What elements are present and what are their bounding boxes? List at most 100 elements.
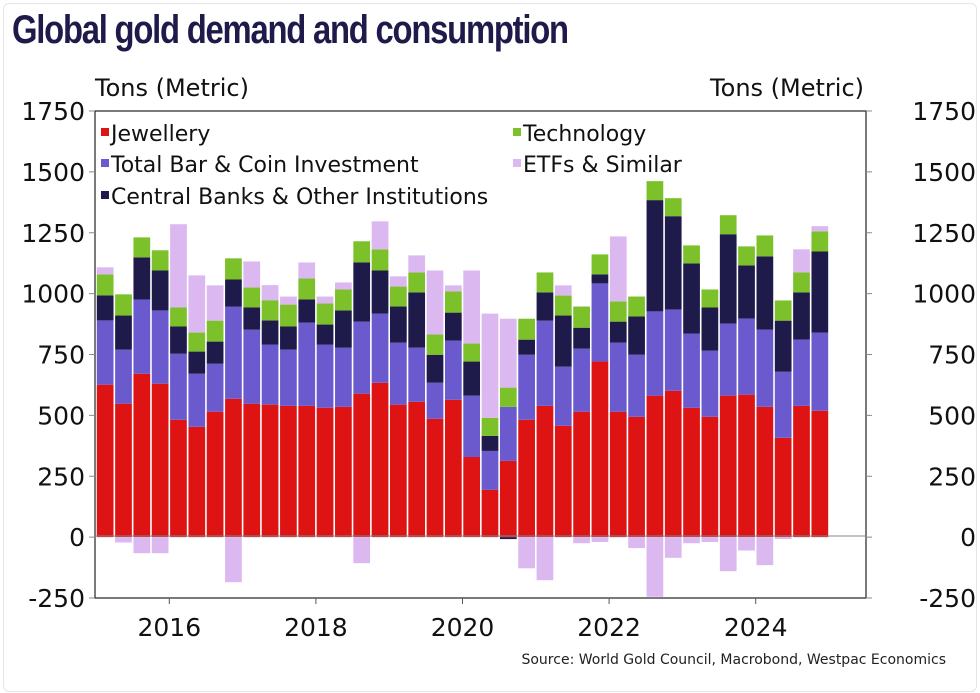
bar-segment-jewellery-2021Q1 [536,405,554,538]
bar-segment-central-banks-other-institutions-2019Q4 [444,312,462,341]
legend-swatch [101,159,109,167]
bar-segment-jewellery-2023Q1 [683,407,700,538]
bar-segment-etfs-similar-2023Q2 [701,537,719,542]
bar-segment-etfs-similar-2021Q4 [591,537,609,542]
bar-segment-technology-2020Q4 [518,318,535,340]
bar-segment-technology-2015Q1 [96,274,114,296]
legend-swatch [513,128,521,136]
bar-segment-central-banks-other-institutions-2018Q3 [353,262,371,322]
bar-segment-total-bar-coin-investment-2023Q3 [719,323,737,396]
bar-segment-central-banks-other-institutions-2015Q2 [115,315,132,350]
bar-segment-total-bar-coin-investment-2022Q2 [628,354,645,417]
bar-segment-jewellery-2017Q1 [243,403,261,538]
bar-segment-jewellery-2022Q2 [628,416,645,538]
bar-segment-etfs-similar-2017Q4 [298,262,316,279]
legend-item-total-bar-coin-investment: Total Bar & Coin Investment [101,153,419,178]
bar-segment-total-bar-coin-investment-2018Q3 [353,321,371,394]
bar-segment-technology-2016Q3 [206,320,224,342]
bar-segment-jewellery-2024Q4 [811,410,829,538]
bar-segment-jewellery-2023Q2 [701,416,719,538]
bar-segment-jewellery-2019Q2 [408,401,426,538]
bar-segment-etfs-similar-2016Q1 [170,224,187,308]
bar-segment-technology-2022Q1 [609,301,627,322]
bar-segment-technology-2017Q2 [261,300,279,321]
bar-segment-total-bar-coin-investment-2021Q1 [536,320,554,406]
bar-segment-etfs-similar-2024Q3 [793,249,810,273]
bar-segment-jewellery-2015Q4 [151,383,169,538]
bar-segment-total-bar-coin-investment-2020Q1 [463,395,481,458]
bar-segment-central-banks-other-institutions-2018Q2 [335,310,352,348]
bar-segment-central-banks-other-institutions-2022Q1 [609,321,627,343]
bar-segment-technology-2018Q3 [353,241,371,263]
bar-segment-central-banks-other-institutions-2023Q1 [683,263,700,334]
bar-segment-technology-2024Q1 [756,235,774,257]
legend-item-central-banks-other-institutions: Central Banks & Other Institutions [101,185,488,210]
bar-segment-central-banks-other-institutions-2015Q1 [96,295,114,321]
bar-segment-central-banks-other-institutions-2017Q2 [261,320,279,345]
legend-swatch [101,191,109,199]
bar-segment-central-banks-other-institutions-2021Q2 [554,315,572,367]
legend-label: Technology [522,122,646,147]
bar-segment-central-banks-other-institutions-2019Q1 [390,306,407,343]
y-tick-label-right: 500 [928,401,976,430]
x-tick-label: 2022 [577,613,641,642]
y-tick-label-right: 1250 [912,219,976,248]
bar-segment-total-bar-coin-investment-2021Q4 [591,283,609,362]
bar-segment-technology-2016Q4 [225,258,242,280]
bar-segment-etfs-similar-2022Q4 [664,537,682,558]
bar-segment-jewellery-2017Q3 [280,405,297,538]
bar-segment-jewellery-2018Q1 [316,407,334,538]
legend-swatch [513,159,521,167]
bar-segment-etfs-similar-2022Q2 [628,537,645,549]
bar-segment-jewellery-2016Q3 [206,411,224,538]
bar-segment-technology-2019Q1 [390,286,407,307]
bar-segment-technology-2015Q2 [115,294,132,316]
bar-segment-total-bar-coin-investment-2018Q4 [371,313,389,383]
bar-segment-total-bar-coin-investment-2019Q1 [390,342,407,405]
bar-segment-jewellery-2021Q2 [554,425,572,538]
y-tick-label-left: 250 [37,462,85,491]
bar-segment-jewellery-2017Q2 [261,404,279,538]
bar-segment-central-banks-other-institutions-2022Q3 [646,200,664,312]
bar-segment-jewellery-2020Q2 [481,489,499,538]
y-tick-label-right: 1500 [912,158,976,187]
bar-segment-technology-2016Q1 [170,307,187,327]
bar-segment-central-banks-other-institutions-2021Q1 [536,292,554,321]
y-tick-label-left: -250 [28,584,85,613]
right-axis-unit-label: Tons (Metric) [710,74,864,102]
source-note: Source: World Gold Council, Macrobond, W… [521,652,946,668]
x-tick-label: 2018 [284,613,348,642]
bar-segment-jewellery-2016Q4 [225,398,242,538]
bar-segment-total-bar-coin-investment-2020Q3 [499,406,517,461]
bar-segment-total-bar-coin-investment-2015Q4 [151,310,169,384]
bar-segment-central-banks-other-institutions-2017Q4 [298,299,316,323]
bar-segment-central-banks-other-institutions-2021Q4 [591,274,609,284]
bar-segment-central-banks-other-institutions-2024Q3 [793,292,810,340]
bar-segment-central-banks-other-institutions-2019Q2 [408,292,426,348]
bar-segment-central-banks-other-institutions-2024Q2 [774,320,792,372]
bar-segment-jewellery-2024Q2 [774,437,792,538]
bar-segment-etfs-similar-2024Q1 [756,537,774,566]
bar-segment-central-banks-other-institutions-2017Q1 [243,307,261,330]
bar-segment-central-banks-other-institutions-2023Q4 [738,265,755,319]
bar-segment-total-bar-coin-investment-2024Q3 [793,339,810,406]
y-tick-label-left: 1250 [21,219,85,248]
bar-segment-technology-2015Q3 [133,237,151,258]
y-tick-label-left: 0 [69,523,85,552]
legend-item-jewellery: Jewellery [101,122,210,147]
bar-segment-total-bar-coin-investment-2024Q1 [756,329,774,407]
bar-segment-jewellery-2018Q3 [353,393,371,538]
legend-item-technology: Technology [513,122,646,147]
x-tick-label: 2020 [431,613,495,642]
bar-segment-technology-2024Q3 [793,272,810,293]
bar-segment-jewellery-2020Q4 [518,419,535,538]
x-axis: 2016 2018 2020 2022 2024 [137,598,788,642]
bar-segment-technology-2024Q4 [811,231,829,252]
bar-segment-technology-2021Q4 [591,254,609,275]
bar-segment-technology-2022Q2 [628,296,645,317]
bar-segment-technology-2019Q4 [444,291,462,313]
bar-segment-etfs-similar-2024Q4 [811,226,829,232]
bar-segment-central-banks-other-institutions-2024Q1 [756,256,774,330]
bar-segment-jewellery-2019Q4 [444,399,462,538]
